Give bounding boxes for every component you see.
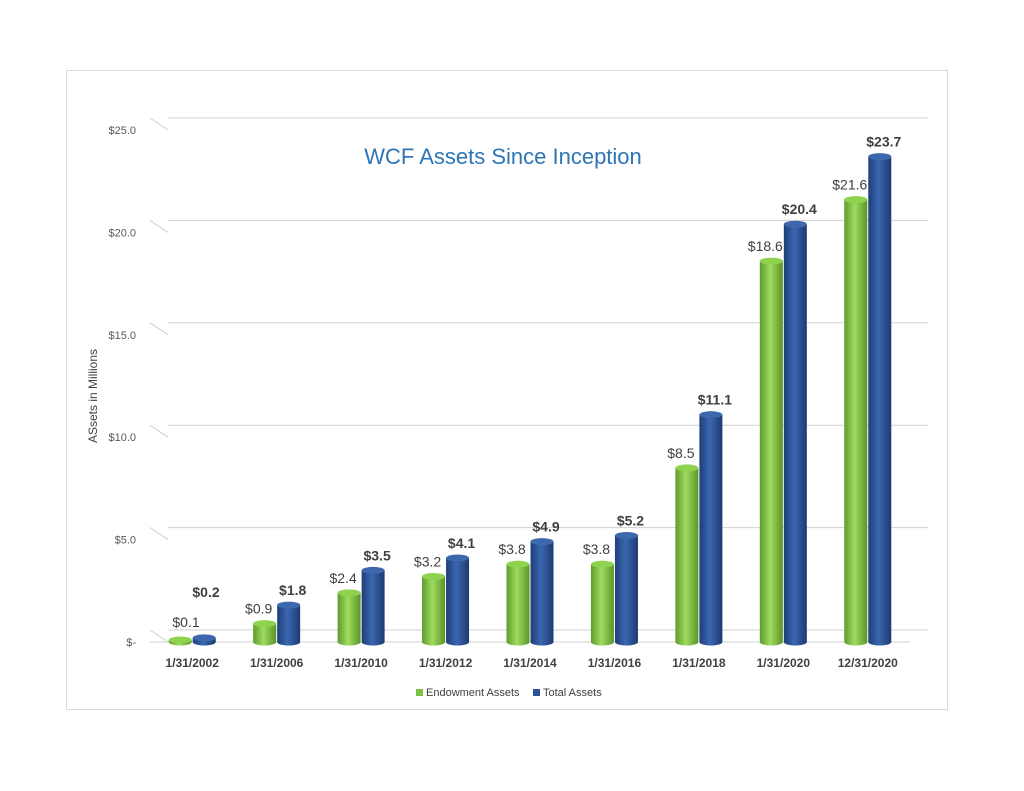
y-tick-label: $20.0 (108, 227, 136, 239)
y-tick-label: $10.0 (108, 432, 136, 444)
bar-top-endowment (253, 620, 277, 628)
x-tick-label: 1/31/2002 (166, 656, 220, 670)
data-label-endowment: $3.8 (498, 541, 525, 557)
x-tick-label: 12/31/2020 (838, 656, 898, 670)
bar-top-total (361, 566, 385, 574)
bar-top-total (277, 601, 301, 609)
bar-total (868, 156, 892, 646)
x-tick-label: 1/31/2016 (588, 656, 642, 670)
bar-top-endowment (590, 560, 614, 568)
bar-top-endowment (506, 560, 530, 568)
data-label-total: $5.2 (617, 513, 644, 529)
data-label-total: $4.9 (532, 519, 559, 535)
bar-total (530, 541, 554, 646)
data-label-endowment: $21.6 (832, 177, 867, 193)
data-label-endowment: $0.9 (245, 601, 272, 617)
legend-label-total: Total Assets (543, 687, 602, 699)
bar-total (783, 224, 807, 646)
x-tick-label: 1/31/2014 (503, 656, 557, 670)
gridline-depth (149, 117, 169, 131)
data-label-total: $20.4 (782, 201, 817, 217)
bar-top-total (783, 220, 807, 228)
y-tick-label: $25.0 (108, 125, 136, 137)
data-label-total: $4.1 (448, 535, 475, 551)
bar-endowment (675, 467, 699, 646)
data-label-endowment: $3.8 (583, 541, 610, 557)
bar-endowment (759, 261, 783, 646)
bar-top-total (868, 153, 892, 161)
x-tick-label: 1/31/2012 (419, 656, 473, 670)
gridline-depth (149, 527, 169, 541)
bar-total (614, 535, 638, 646)
data-label-total: $1.8 (279, 582, 306, 598)
x-tick-label: 1/31/2018 (672, 656, 726, 670)
bar-total (361, 570, 385, 646)
legend-swatch-total (533, 689, 540, 696)
bar-endowment (253, 623, 277, 646)
bar-endowment (337, 592, 361, 646)
x-tick-label: 1/31/2006 (250, 656, 304, 670)
data-label-total: $3.5 (363, 547, 390, 563)
x-tick-label: 1/31/2010 (334, 656, 388, 670)
legend: Endowment Assets Total Assets (416, 687, 602, 699)
bar-top-total (699, 411, 723, 419)
data-label-endowment: $8.5 (667, 445, 694, 461)
data-label-total: $23.7 (866, 134, 901, 150)
legend-swatch-endowment (416, 689, 423, 696)
bar-total (446, 558, 470, 646)
bar-endowment (590, 564, 614, 646)
y-tick-label: $- (126, 637, 136, 649)
bar-endowment (844, 199, 868, 646)
gridline-depth (149, 629, 169, 643)
data-label-total: $0.2 (192, 584, 219, 600)
legend-label-endowment: Endowment Assets (426, 687, 520, 699)
bar-total (277, 605, 301, 646)
bar-top-total (614, 532, 638, 540)
bar-top-endowment (844, 196, 868, 204)
y-tick-label: $5.0 (115, 535, 136, 547)
data-label-endowment: $3.2 (414, 553, 441, 569)
gridline-depth (149, 424, 169, 438)
data-label-endowment: $0.1 (172, 614, 199, 630)
bar-total (699, 414, 723, 646)
chart-title: WCF Assets Since Inception (364, 144, 642, 169)
data-label-endowment: $18.6 (748, 238, 783, 254)
gridline-depth (149, 219, 169, 233)
bar-top-total (192, 634, 216, 642)
bar-top-endowment (168, 636, 192, 644)
bar-top-endowment (422, 572, 446, 580)
bar-top-endowment (337, 589, 361, 597)
y-tick-label: $15.0 (108, 330, 136, 342)
data-label-total: $11.1 (698, 392, 732, 408)
bar-top-endowment (675, 464, 699, 472)
x-tick-label: 1/31/2020 (757, 656, 811, 670)
data-label-endowment: $2.4 (329, 570, 356, 586)
bar-top-endowment (759, 257, 783, 265)
bar-top-total (446, 554, 470, 562)
gridline-depth (149, 322, 169, 336)
bar-top-total (530, 538, 554, 546)
bar-endowment (422, 576, 446, 646)
y-axis-label: ASsets in Millions (86, 349, 100, 443)
bar-endowment (506, 564, 530, 646)
